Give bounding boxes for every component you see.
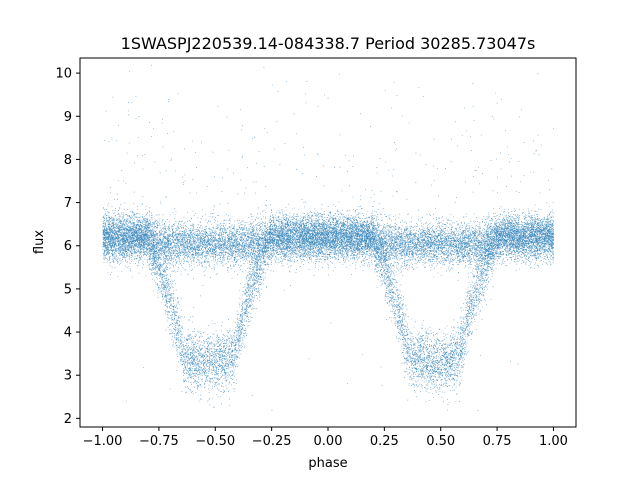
y-tick-label: 5 bbox=[64, 282, 72, 297]
y-tick-label: 9 bbox=[64, 110, 72, 125]
y-tick-label: 6 bbox=[64, 239, 72, 254]
y-axis: 2 3 4 5 6 7 8 9 10 bbox=[55, 67, 80, 427]
y-axis-label: flux bbox=[32, 230, 47, 254]
y-tick-label: 7 bbox=[64, 196, 72, 211]
x-tick-label: 0.25 bbox=[370, 434, 399, 449]
x-tick-label: −1.00 bbox=[83, 434, 123, 449]
y-tick-label: 4 bbox=[64, 326, 72, 341]
y-tick-label: 10 bbox=[55, 67, 72, 82]
x-tick-label: 1.00 bbox=[539, 434, 568, 449]
y-tick-label: 3 bbox=[64, 369, 72, 384]
chart-title: 1SWASPJ220539.14-084338.7 Period 30285.7… bbox=[121, 34, 536, 53]
x-axis: −1.00 −0.75 −0.50 −0.25 0.00 0.25 0.50 0.75 1.00 bbox=[83, 427, 568, 449]
x-tick-label: −0.50 bbox=[195, 434, 235, 449]
x-tick-label: 0.75 bbox=[483, 434, 512, 449]
x-tick-label: −0.25 bbox=[252, 434, 292, 449]
data-points bbox=[102, 64, 555, 411]
x-tick-label: 0.50 bbox=[426, 434, 455, 449]
scatter-points bbox=[102, 64, 555, 411]
y-tick-label: 8 bbox=[64, 153, 72, 168]
y-tick-label: 2 bbox=[64, 412, 72, 427]
x-tick-label: 0.00 bbox=[314, 434, 343, 449]
x-tick-label: −0.75 bbox=[139, 434, 179, 449]
x-axis-label: phase bbox=[308, 456, 347, 471]
